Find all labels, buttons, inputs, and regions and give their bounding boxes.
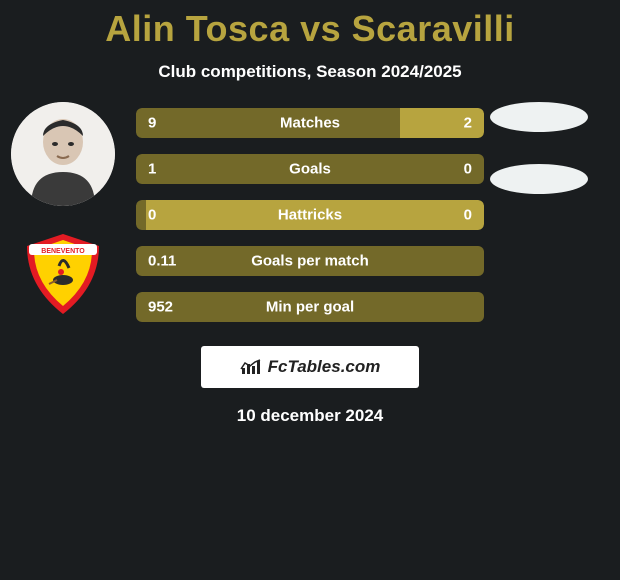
brand-text: FcTables.com bbox=[268, 357, 381, 377]
stats-bars: 9 Matches 2 1 Goals 0 0 Hattricks 0 bbox=[136, 108, 484, 322]
stat-bar-left bbox=[136, 200, 146, 230]
right-column bbox=[490, 102, 588, 194]
comparison-card: Alin Tosca vs Scaravilli Club competitio… bbox=[0, 0, 620, 426]
club-crest: BENEVENTO bbox=[19, 230, 107, 318]
stat-row-min-per-goal: 952 Min per goal bbox=[136, 292, 484, 322]
stat-row-goals: 1 Goals 0 bbox=[136, 154, 484, 184]
crest-icon: BENEVENTO bbox=[19, 230, 107, 318]
stat-label: Min per goal bbox=[266, 299, 354, 316]
opponent-crest-placeholder bbox=[490, 164, 588, 194]
stat-right-value: 2 bbox=[464, 115, 472, 132]
avatar-placeholder-icon bbox=[11, 102, 115, 206]
chart-icon bbox=[240, 358, 262, 376]
left-column: BENEVENTO bbox=[8, 102, 118, 318]
subtitle: Club competitions, Season 2024/2025 bbox=[0, 62, 620, 82]
stat-left-value: 9 bbox=[148, 115, 156, 132]
opponent-avatar-placeholder bbox=[490, 102, 588, 132]
date-label: 10 december 2024 bbox=[0, 406, 620, 426]
stat-right-value: 0 bbox=[464, 207, 472, 224]
player-avatar bbox=[11, 102, 115, 206]
stat-left-value: 952 bbox=[148, 299, 173, 316]
stat-label: Matches bbox=[280, 115, 340, 132]
stat-left-value: 1 bbox=[148, 161, 156, 178]
page-title: Alin Tosca vs Scaravilli bbox=[0, 8, 620, 50]
brand-badge[interactable]: FcTables.com bbox=[201, 346, 419, 388]
stat-bar-left bbox=[136, 108, 400, 138]
stat-label: Goals bbox=[289, 161, 331, 178]
stat-left-value: 0.11 bbox=[148, 253, 176, 270]
stat-right-value: 0 bbox=[464, 161, 472, 178]
stat-row-goals-per-match: 0.11 Goals per match bbox=[136, 246, 484, 276]
stat-row-matches: 9 Matches 2 bbox=[136, 108, 484, 138]
stat-left-value: 0 bbox=[148, 207, 156, 224]
stat-label: Hattricks bbox=[278, 207, 342, 224]
stat-row-hattricks: 0 Hattricks 0 bbox=[136, 200, 484, 230]
content-area: BENEVENTO 9 Matches bbox=[0, 108, 620, 426]
stat-label: Goals per match bbox=[251, 253, 369, 270]
svg-text:BENEVENTO: BENEVENTO bbox=[41, 248, 85, 255]
